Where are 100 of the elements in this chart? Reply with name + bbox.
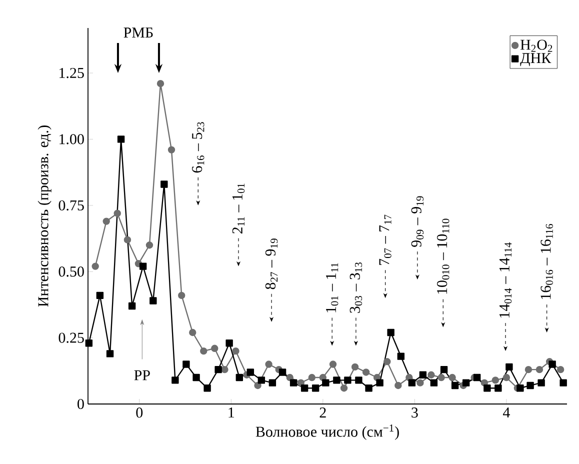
y-tick-label: 0.75	[58, 200, 84, 211]
point	[322, 379, 330, 386]
y-tick-label: 0.50	[58, 266, 84, 277]
point	[526, 382, 534, 390]
point	[189, 328, 196, 336]
point	[492, 376, 500, 384]
point	[440, 366, 448, 374]
point	[204, 384, 211, 392]
point	[308, 374, 316, 382]
legend-label: H$_{2}$O$_{2}$	[520, 40, 552, 52]
x-axis-title: Волновое число (см$^{−1}$)	[256, 424, 399, 440]
point	[182, 360, 190, 368]
annotation: 14$_{014}$ – 14$_{114}$	[499, 242, 512, 318]
point	[462, 379, 470, 386]
point	[556, 366, 564, 374]
point	[516, 384, 524, 392]
point	[226, 339, 233, 347]
y-axis-title: Интенсивность (произв. ед.)	[38, 126, 52, 307]
point	[408, 379, 416, 386]
x-tick-label: 0	[136, 408, 143, 418]
point	[178, 292, 186, 300]
point	[106, 350, 114, 358]
point	[376, 379, 384, 386]
point	[355, 376, 362, 384]
point	[484, 384, 491, 392]
annotation: 6$_{16}$ – 5$_{23}$	[192, 122, 204, 173]
point	[128, 302, 136, 310]
point	[340, 384, 348, 392]
annotation: РМБ	[124, 28, 153, 38]
point	[236, 374, 244, 382]
point	[254, 382, 262, 390]
point	[265, 360, 272, 368]
annotation: 3$_{03}$ – 3$_{13}$	[350, 262, 362, 313]
point	[344, 376, 352, 384]
point	[538, 379, 545, 386]
point	[92, 262, 99, 270]
point	[221, 366, 228, 374]
point	[548, 360, 556, 368]
point	[506, 363, 513, 371]
point	[312, 384, 320, 392]
point	[192, 374, 200, 382]
y-tick-label: 0.25	[58, 332, 84, 343]
point	[438, 374, 445, 382]
point	[214, 366, 222, 374]
point	[117, 136, 125, 143]
point	[211, 344, 218, 352]
point	[494, 384, 502, 392]
point	[96, 292, 104, 300]
point	[232, 347, 240, 355]
point	[536, 366, 544, 374]
point	[85, 339, 93, 347]
point	[430, 379, 438, 386]
y-tick-label: 0	[78, 398, 84, 410]
point	[329, 360, 337, 368]
point	[114, 210, 121, 217]
point	[502, 374, 510, 382]
x-tick-label: 2	[320, 408, 326, 418]
point	[387, 328, 394, 336]
point	[124, 236, 132, 244]
point	[524, 366, 532, 374]
point	[397, 352, 405, 360]
x-tick-label: 3	[412, 408, 418, 418]
point	[300, 384, 308, 392]
annotation: 1$_{01}$ – 1$_{11}$	[326, 263, 338, 312]
annotation: 10$_{010}$ – 10$_{110}$	[437, 218, 450, 294]
annotation: 8$_{27}$ – 9$_{19}$	[265, 238, 278, 290]
point	[246, 368, 254, 376]
point	[297, 379, 304, 386]
point	[333, 376, 340, 384]
point	[160, 180, 168, 188]
point	[384, 358, 391, 366]
point	[150, 297, 157, 304]
point	[156, 80, 164, 88]
point	[146, 242, 154, 249]
point	[172, 376, 179, 384]
point	[351, 363, 359, 371]
point	[200, 347, 208, 355]
point	[362, 368, 370, 376]
x-tick-label: 4	[502, 408, 510, 418]
legend-label: ДНК	[520, 53, 552, 66]
annotation: 9$_{09}$ – 9$_{19}$	[411, 196, 424, 247]
point	[394, 382, 402, 390]
point	[419, 371, 427, 378]
point	[560, 379, 567, 386]
y-tick-label: 1.00	[60, 134, 84, 144]
point	[258, 376, 266, 384]
point	[102, 218, 110, 225]
annotation: 2$_{11}$ – 1$_{01}$	[232, 184, 245, 234]
point	[451, 382, 459, 390]
point	[168, 146, 176, 154]
point	[473, 374, 481, 382]
annotation: 16$_{016}$ – 16$_{116}$	[540, 224, 553, 299]
annotation: РР	[134, 370, 150, 380]
x-tick-label: 1	[228, 408, 234, 418]
annotation: 7$_{07}$ – 7$_{17}$	[379, 214, 392, 265]
point	[448, 374, 456, 382]
y-tick-label: 1.25	[60, 68, 84, 78]
point	[416, 379, 424, 386]
point	[139, 262, 147, 270]
point	[365, 384, 372, 392]
